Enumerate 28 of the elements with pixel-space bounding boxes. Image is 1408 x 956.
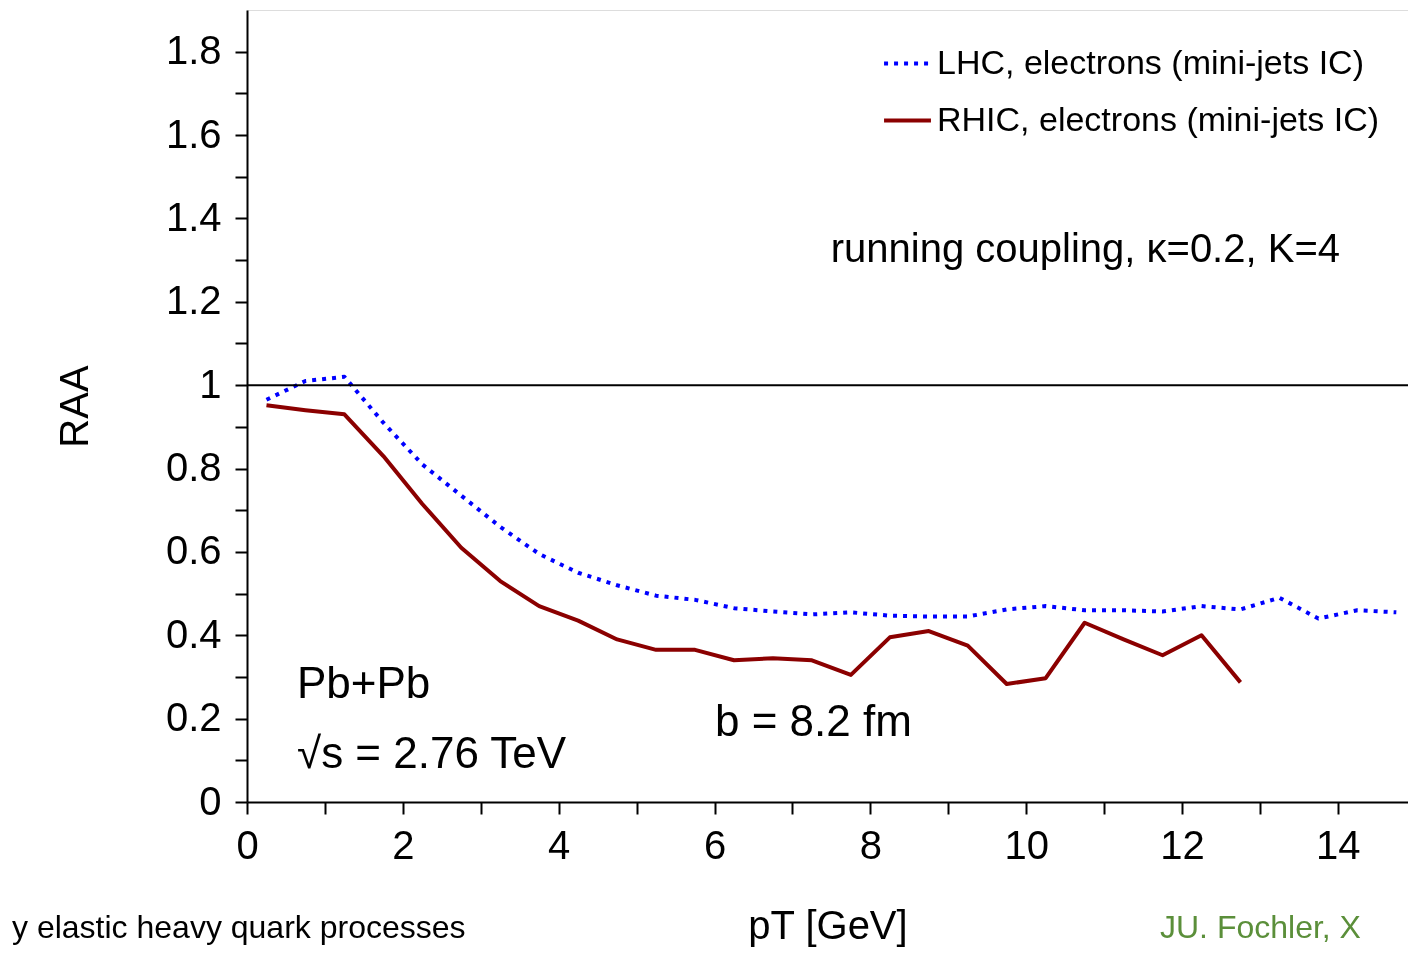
y-tick-label: 1.6 xyxy=(165,111,222,156)
legend-label: RHIC, electrons (mini-jets IC) xyxy=(937,99,1380,138)
y-tick-label: 0.8 xyxy=(165,445,222,490)
legend-label: LHC, electrons (mini-jets IC) xyxy=(937,42,1364,81)
y-tick-label: 0 xyxy=(199,778,222,823)
y-tick-label: 1.8 xyxy=(165,28,222,73)
y-tick-label: 1 xyxy=(199,361,222,406)
x-tick-label: 12 xyxy=(1160,822,1205,867)
text: JU. Fochler, X xyxy=(1160,909,1361,945)
y-tick-label: 0.6 xyxy=(165,528,222,573)
x-tick-label: 8 xyxy=(859,822,882,867)
x-tick-label: 10 xyxy=(1004,822,1049,867)
x-tick-label: 2 xyxy=(392,822,415,867)
y-tick-label: 0.2 xyxy=(165,695,222,740)
y-tick-label: 1.2 xyxy=(165,278,222,323)
annotation: b = 8.2 fm xyxy=(715,696,912,745)
x-tick-label: 14 xyxy=(1316,822,1361,867)
y-tick-label: 1.4 xyxy=(165,194,222,239)
x-axis-title: pT [GeV] xyxy=(748,902,908,947)
x-tick-label: 6 xyxy=(703,822,727,867)
y-tick-label: 0.4 xyxy=(165,611,222,656)
annotation: Pb+Pb xyxy=(297,658,431,707)
annotation: √s = 2.76 TeV xyxy=(297,728,567,777)
y-axis-title: RAA xyxy=(51,365,96,448)
annotation: running coupling, κ=0.2, K=4 xyxy=(830,226,1340,270)
text: y elastic heavy quark processes xyxy=(12,909,466,945)
x-tick-label: 0 xyxy=(236,822,259,867)
x-tick-label: 4 xyxy=(548,822,571,867)
